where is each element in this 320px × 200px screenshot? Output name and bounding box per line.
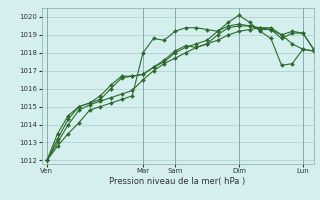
X-axis label: Pression niveau de la mer( hPa ): Pression niveau de la mer( hPa ) <box>109 177 246 186</box>
